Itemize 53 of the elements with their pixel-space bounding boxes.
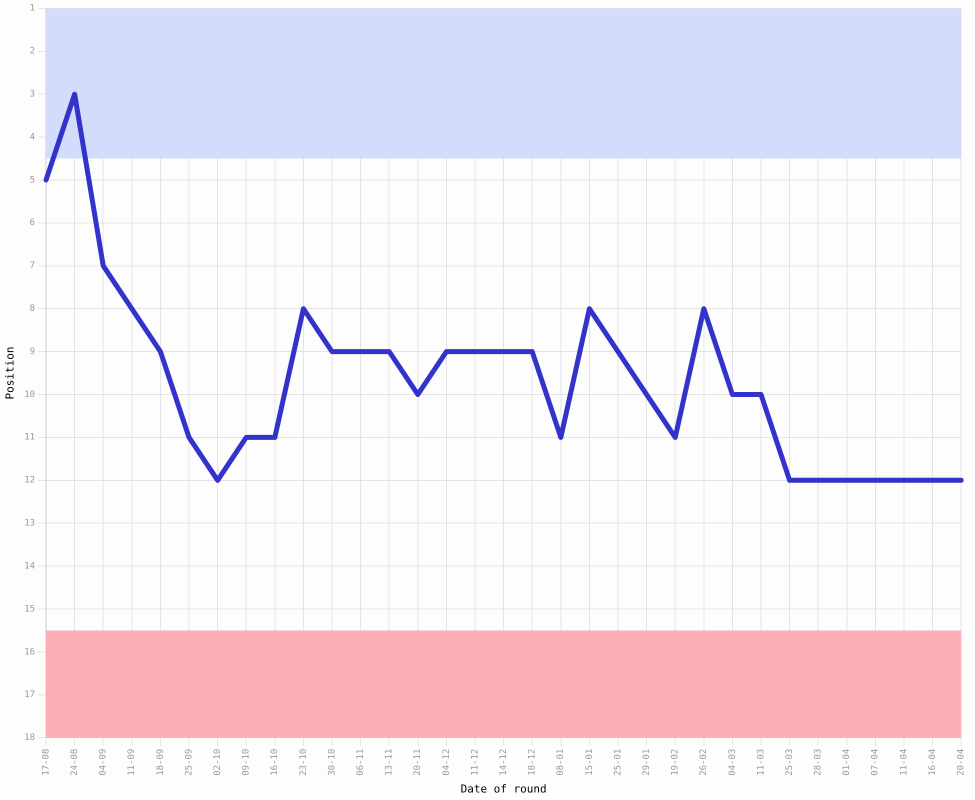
x-tick-label: 04-03: [728, 748, 738, 776]
y-tick-label: 11: [24, 432, 36, 443]
x-tick-label: 16-04: [928, 748, 938, 776]
y-tick-label: 9: [30, 346, 36, 357]
y-axis-title: Position: [3, 346, 16, 400]
x-tick-label: 23-10: [298, 748, 309, 776]
y-tick-label: 2: [30, 46, 36, 57]
x-tick-label: 01-04: [842, 748, 852, 776]
x-tick-label: 11-04: [899, 748, 910, 776]
x-tick-label: 30-10: [327, 748, 338, 776]
x-tick-label: 20-04: [956, 748, 967, 776]
y-tick-label: 14: [24, 561, 36, 572]
y-tick-label: 3: [30, 90, 36, 100]
y-tick-label: 1: [30, 4, 36, 14]
x-tick-label: 08-01: [556, 748, 566, 776]
x-axis-title: Date of round: [460, 782, 547, 796]
x-tick-label: 09-10: [242, 748, 252, 776]
x-tick-label: 07-04: [870, 748, 881, 776]
x-tick-label: 11-03: [756, 748, 766, 776]
x-tick-label: 04-12: [442, 748, 452, 776]
x-tick-label: 06-11: [356, 748, 366, 776]
y-tick-label: 7: [30, 261, 36, 272]
x-tick-label: 11-12: [470, 748, 480, 776]
y-tick-label: 13: [24, 518, 36, 529]
y-tick-label: 6: [30, 218, 36, 228]
x-tick-label: 19-02: [670, 748, 681, 776]
x-tick-label: 29-01: [642, 748, 652, 776]
y-tick-label: 8: [30, 304, 36, 314]
y-tick-label: 10: [24, 390, 36, 400]
y-tick-label: 4: [30, 132, 36, 142]
x-tick-label: 25-01: [613, 748, 624, 776]
y-tick-label: 18: [24, 733, 36, 744]
y-tick-label: 15: [24, 604, 36, 614]
x-tick-label: 24-08: [70, 748, 80, 776]
x-tick-label: 25-03: [784, 748, 795, 776]
x-tick-label: 18-09: [156, 748, 166, 776]
x-tick-label: 02-10: [212, 748, 223, 776]
x-tick-label: 17-08: [41, 748, 52, 776]
y-tick-label: 12: [24, 476, 36, 486]
x-tick-label: 15-01: [584, 748, 595, 776]
x-tick-label: 25-09: [184, 748, 194, 776]
x-tick-label: 16-10: [270, 748, 280, 776]
x-tick-label: 04-09: [98, 748, 109, 776]
y-tick-label: 16: [24, 647, 36, 658]
x-tick-label: 13-11: [384, 748, 395, 776]
x-tick-label: 11-09: [127, 748, 138, 776]
x-tick-label: 18-12: [528, 748, 538, 776]
y-tick-label: 17: [24, 690, 36, 700]
x-tick-label: 28-03: [814, 748, 824, 776]
y-tick-label: 5: [30, 175, 36, 186]
x-tick-label: 20-11: [413, 748, 424, 776]
x-tick-label: 14-12: [498, 748, 509, 776]
x-tick-label: 26-02: [699, 748, 710, 776]
